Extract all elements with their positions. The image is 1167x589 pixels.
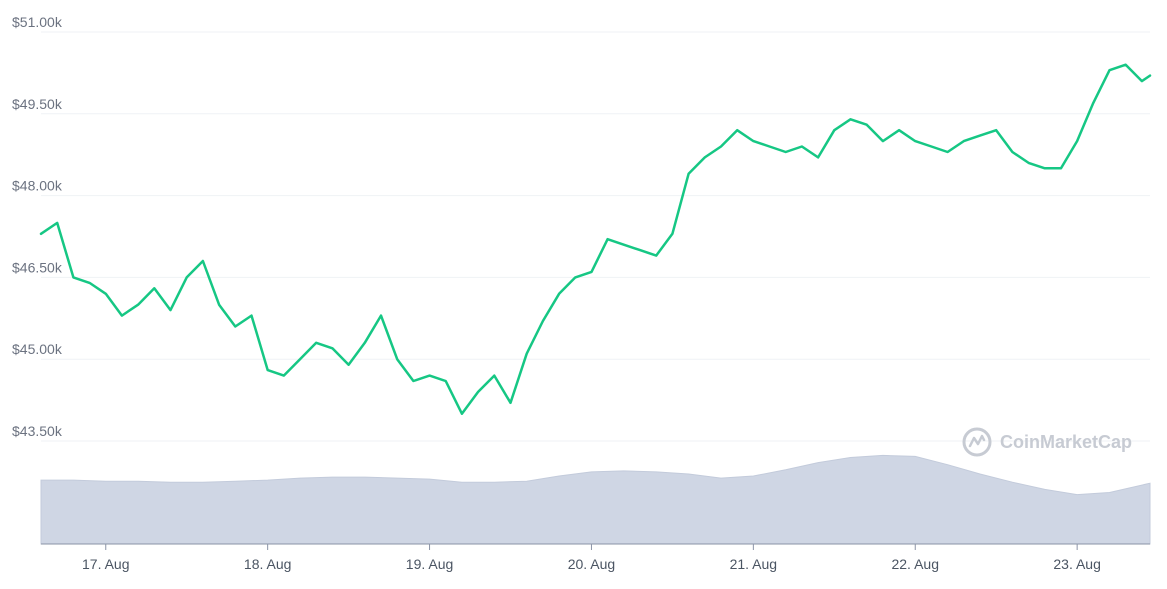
y-tick-label: $46.50k (12, 259, 63, 275)
x-tick-label: 18. Aug (244, 556, 292, 572)
y-tick-label: $49.50k (12, 96, 63, 112)
x-tick-label: 22. Aug (891, 556, 939, 572)
y-tick-label: $51.00k (12, 14, 63, 30)
x-axis: 17. Aug 18. Aug 19. Aug 20. Aug 21. Aug 22. A… (82, 544, 1101, 572)
coinmarketcap-logo-icon (962, 427, 992, 457)
x-tick-label: 23. Aug (1053, 556, 1101, 572)
watermark-text: CoinMarketCap (1000, 432, 1132, 452)
y-tick-label: $45.00k (12, 341, 63, 357)
volume-area-shape (40, 454, 1151, 545)
watermark: CoinMarketCap (962, 427, 1132, 457)
volume-area (40, 454, 1151, 545)
x-tick-label: 21. Aug (730, 556, 778, 572)
grid-lines (41, 31, 1150, 442)
price-line[interactable] (39, 63, 1152, 415)
price-series-line[interactable] (39, 63, 1152, 415)
y-axis: $51.00k $49.50k $48.00k $46.50k $45.00k $43.5… (12, 14, 63, 439)
y-tick-label: $43.50k (12, 423, 63, 439)
x-tick-label: 19. Aug (406, 556, 454, 572)
y-tick-label: $48.00k (12, 178, 63, 194)
x-tick-label: 20. Aug (568, 556, 616, 572)
x-tick-label: 17. Aug (82, 556, 130, 572)
